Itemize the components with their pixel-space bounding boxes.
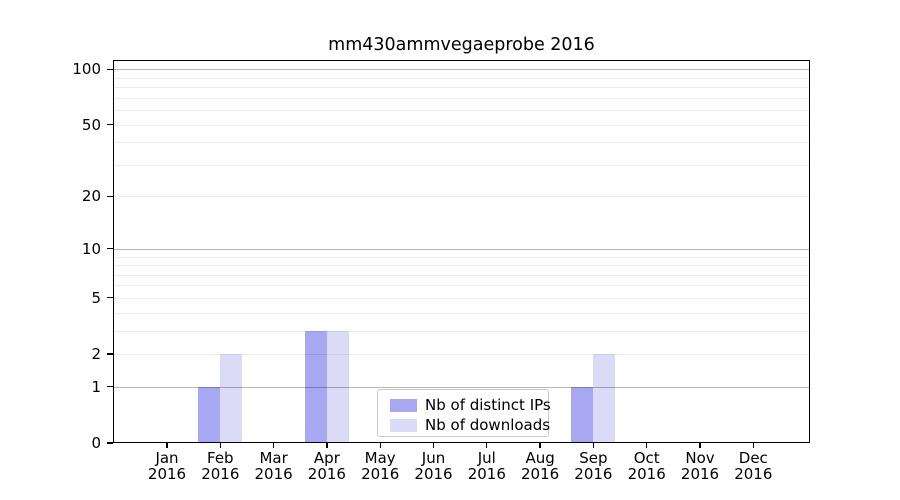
y-gridline-major [113, 248, 810, 250]
legend: Nb of distinct IPs Nb of downloads [377, 389, 551, 437]
x-tick-label-month: Feb [207, 449, 234, 467]
y-gridline-minor [113, 124, 810, 126]
x-tick [752, 443, 754, 448]
x-tick [273, 443, 275, 448]
y-gridline-minor [113, 285, 810, 287]
x-tick-label-year: 2016 [521, 465, 560, 483]
x-tick-label-year: 2016 [254, 465, 293, 483]
x-tick [592, 443, 595, 448]
bar-downloads-feb [220, 354, 243, 443]
y-gridline-minor [113, 97, 810, 99]
y-tick-label: 1 [91, 377, 101, 396]
legend-swatch-distinct-ips [390, 399, 417, 412]
y-tick [107, 386, 113, 388]
bar-distinct-ips-sep [571, 386, 594, 443]
x-tick-label-month: Dec [738, 449, 768, 467]
y-tick-label: 10 [81, 239, 101, 258]
y-gridline-minor [113, 256, 810, 258]
y-gridline-minor [113, 354, 810, 355]
x-tick-label-month: May [364, 449, 396, 467]
y-gridline-minor [113, 330, 810, 332]
bar-distinct-ips-feb [198, 386, 221, 443]
y-tick-label: 50 [81, 115, 101, 134]
y-gridline-major [113, 386, 810, 388]
x-tick-label-month: Nov [685, 449, 715, 467]
x-tick [432, 443, 435, 448]
y-gridline-minor [113, 297, 810, 299]
plot-area [113, 60, 810, 443]
x-tick-label-month: Oct [633, 449, 660, 467]
y-gridline-minor [113, 77, 810, 79]
x-tick-label-month: Aug [525, 449, 555, 467]
legend-item-downloads: Nb of downloads [390, 416, 550, 435]
x-tick [699, 443, 701, 448]
bar-downloads-apr [326, 330, 349, 443]
x-tick-label-year: 2016 [680, 465, 720, 483]
y-gridline-minor [113, 274, 810, 276]
y-gridline-major [113, 69, 810, 71]
y-tick [107, 297, 113, 299]
y-gridline-minor [113, 312, 810, 314]
x-tick-label-year: 2016 [627, 465, 666, 483]
y-tick-label: 100 [72, 60, 101, 79]
x-tick [219, 443, 221, 448]
x-tick-label-year: 2016 [201, 465, 240, 483]
chart-title: mm430ammvegaeprobe 2016 [328, 35, 595, 55]
x-tick-label-month: Jan [155, 449, 179, 467]
x-tick-label-year: 2016 [414, 465, 453, 483]
x-tick-label-month: Jul [477, 449, 496, 467]
y-tick-label: 5 [91, 288, 101, 307]
bar-distinct-ips-apr [304, 330, 327, 443]
y-gridline-minor [113, 196, 810, 198]
y-tick [107, 195, 113, 197]
y-gridline-minor [113, 142, 810, 144]
y-tick-label: 20 [81, 187, 101, 206]
y-gridline-minor [113, 265, 810, 266]
y-tick [107, 68, 113, 70]
x-tick [539, 443, 541, 448]
y-tick [107, 442, 113, 444]
x-tick-label-year: 2016 [734, 465, 773, 483]
legend-item-distinct-ips: Nb of distinct IPs [390, 396, 551, 415]
y-tick [107, 248, 113, 250]
legend-swatch-downloads [390, 419, 417, 432]
x-tick-label-month: Apr [313, 449, 340, 467]
x-tick [379, 443, 381, 448]
x-tick-label-year: 2016 [147, 465, 187, 483]
y-gridline-minor [113, 164, 810, 166]
x-tick-label-year: 2016 [361, 465, 400, 483]
legend-label-distinct-ips: Nb of distinct IPs [425, 396, 551, 414]
x-tick [646, 443, 648, 448]
x-tick-label-month: Mar [259, 449, 288, 467]
y-tick [107, 353, 113, 355]
x-tick-label-year: 2016 [574, 465, 613, 483]
y-tick-label: 2 [91, 345, 101, 363]
x-tick [326, 443, 328, 448]
x-tick [166, 443, 168, 448]
y-gridline-minor [113, 87, 810, 88]
y-tick [107, 123, 113, 126]
x-tick-label-year: 2016 [307, 465, 346, 483]
x-tick-label-month: Sep [579, 449, 608, 467]
bar-downloads-sep [593, 354, 616, 443]
x-tick-label-year: 2016 [467, 465, 506, 483]
y-tick-label: 0 [91, 434, 101, 452]
x-tick-label-month: Jun [421, 449, 446, 467]
x-tick [486, 443, 488, 448]
legend-label-downloads: Nb of downloads [425, 416, 551, 434]
y-gridline-minor [113, 109, 810, 111]
